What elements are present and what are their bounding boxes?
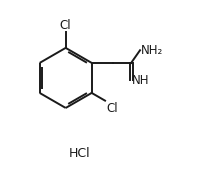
Text: NH: NH <box>132 74 149 86</box>
Text: Cl: Cl <box>106 102 118 115</box>
Text: Cl: Cl <box>60 19 71 32</box>
Text: HCl: HCl <box>69 147 90 160</box>
Text: NH₂: NH₂ <box>141 44 163 57</box>
